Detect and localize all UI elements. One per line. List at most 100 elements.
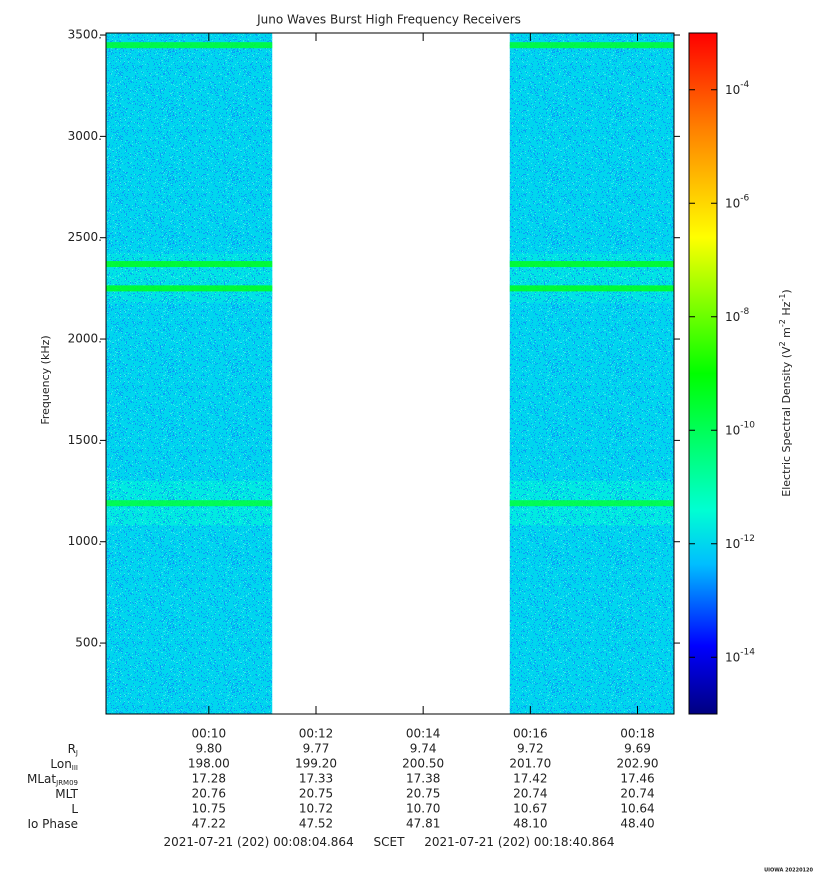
y-tick-label: 2500. — [68, 230, 102, 244]
tick-base: 10 — [725, 309, 740, 323]
ephemeris-name: LonIII — [50, 757, 78, 773]
ephemeris-value: 9.80 — [195, 742, 222, 756]
colorbar-label: Electric Spectral Density (V2 m-2 Hz-1) — [778, 289, 794, 496]
label-text: Hz — [780, 301, 793, 319]
tick-exponent: -4 — [740, 79, 749, 89]
colorbar-tick-label: 10-8 — [725, 306, 750, 323]
tick-base: 10 — [725, 196, 740, 210]
label-superscript: -2 — [778, 319, 787, 327]
colorbar-tick-label: 10-10 — [725, 420, 755, 437]
ephemeris-name-main: MLT — [55, 787, 78, 801]
colorbar-tick-label: 10-14 — [725, 647, 755, 664]
tick-base: 10 — [725, 536, 740, 550]
chart-title: Juno Waves Burst High Frequency Receiver… — [256, 13, 521, 27]
tick-base: 10 — [725, 423, 740, 437]
x-tick-label: 00:12 — [299, 727, 334, 741]
emission-band — [106, 261, 273, 268]
tick-exponent: -6 — [740, 193, 749, 203]
footer-stamp: UIOWA 20220120 — [764, 868, 813, 874]
y-axis-label: Frequency (kHz) — [39, 335, 52, 424]
ephemeris-name: MLT — [55, 787, 78, 801]
ephemeris-value: 9.74 — [410, 742, 437, 756]
y-tick-label: 500. — [75, 636, 102, 650]
emission-band — [106, 500, 273, 507]
ephemeris-value: 202.90 — [617, 757, 659, 771]
ephemeris-value: 20.74 — [620, 787, 654, 801]
ephemeris-value: 48.40 — [620, 817, 654, 831]
ephemeris-value: 9.72 — [517, 742, 544, 756]
scet-label: SCET — [374, 835, 406, 849]
ephemeris-value: 17.46 — [620, 772, 654, 786]
x-tick-label: 00:18 — [620, 727, 655, 741]
ephemeris-value: 17.42 — [513, 772, 547, 786]
ephemeris-name-main: Lon — [50, 757, 71, 771]
tick-exponent: -12 — [740, 533, 755, 543]
y-tick-label: 3000. — [68, 129, 102, 143]
emission-band — [509, 285, 674, 292]
ephemeris-value: 47.52 — [299, 817, 333, 831]
plot-frame — [105, 32, 675, 715]
label-superscript: -1 — [778, 294, 787, 302]
ephemeris-value: 17.38 — [406, 772, 440, 786]
ephemeris-value: 10.67 — [513, 802, 547, 816]
noise-texture — [509, 33, 674, 714]
colorbar — [688, 32, 718, 715]
tick-base: 10 — [725, 650, 740, 664]
label-text: Electric Spectral Density (V — [780, 346, 793, 497]
emission-band — [106, 285, 273, 292]
ephemeris-value: 10.72 — [299, 802, 333, 816]
colorbar-tick-label: 10-12 — [725, 533, 755, 550]
scet-start: 2021-07-21 (202) 00:08:04.864 — [163, 835, 353, 849]
ephemeris-name-sub: JRM09 — [55, 779, 78, 787]
label-text: m — [780, 327, 793, 341]
ephemeris-value: 201.70 — [509, 757, 551, 771]
noise-texture — [106, 33, 273, 714]
x-tick-label: 00:14 — [406, 727, 441, 741]
ephemeris-value: 17.33 — [299, 772, 333, 786]
ephemeris-value: 20.74 — [513, 787, 547, 801]
tick-exponent: -14 — [740, 647, 755, 657]
scet-end: 2021-07-21 (202) 00:18:40.864 — [424, 835, 614, 849]
y-tick-label: 1000. — [68, 534, 102, 548]
y-tick-label: 3500. — [68, 28, 102, 42]
tick-exponent: -8 — [740, 306, 749, 316]
ephemeris-name-main: Io Phase — [27, 817, 78, 831]
plot-area — [106, 33, 674, 714]
y-tick-label: 2000. — [68, 332, 102, 346]
ephemeris-name: MLatJRM09 — [27, 772, 78, 788]
ephemeris-name-main: MLat — [27, 772, 56, 786]
ephemeris-value: 10.75 — [192, 802, 226, 816]
tick-exponent: -10 — [740, 420, 755, 430]
ephemeris-value: 47.81 — [406, 817, 440, 831]
ephemeris-name: RJ — [68, 742, 78, 758]
ephemeris-value: 9.77 — [303, 742, 330, 756]
ephemeris-name-sub: III — [72, 764, 78, 772]
label-superscript: 2 — [778, 341, 787, 346]
ephemeris-value: 9.69 — [624, 742, 651, 756]
ephemeris-name-main: R — [68, 742, 76, 756]
y-tick-label: 1500. — [68, 433, 102, 447]
ephemeris-value: 10.70 — [406, 802, 440, 816]
ephemeris-value: 198.00 — [188, 757, 230, 771]
ephemeris-name: L — [71, 802, 78, 816]
emission-band — [106, 42, 273, 49]
ephemeris-value: 10.64 — [620, 802, 654, 816]
scet-footer: 2021-07-21 (202) 00:08:04.864 SCET 2021-… — [163, 835, 614, 849]
ephemeris-value: 20.75 — [406, 787, 440, 801]
emission-band — [509, 500, 674, 507]
emission-band — [509, 261, 674, 268]
ephemeris-value: 200.50 — [402, 757, 444, 771]
ephemeris-name-main: L — [71, 802, 78, 816]
colorbar-tick-label: 10-6 — [725, 193, 750, 210]
label-text: ) — [780, 289, 793, 293]
ephemeris-value: 20.76 — [192, 787, 226, 801]
ephemeris-value: 47.22 — [192, 817, 226, 831]
ephemeris-value: 199.20 — [295, 757, 337, 771]
ephemeris-name: Io Phase — [27, 817, 78, 831]
colorbar-tick-label: 10-4 — [725, 79, 750, 96]
ephemeris-value: 20.75 — [299, 787, 333, 801]
x-tick-label: 00:10 — [192, 727, 227, 741]
ephemeris-value: 17.28 — [192, 772, 226, 786]
x-tick-label: 00:16 — [513, 727, 548, 741]
